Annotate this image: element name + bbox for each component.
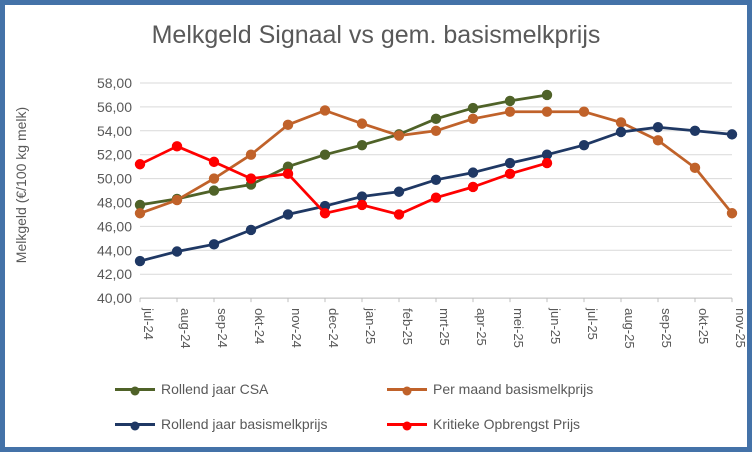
svg-text:dec-24: dec-24	[326, 308, 341, 348]
svg-text:okt-24: okt-24	[252, 308, 267, 344]
svg-text:aug-24: aug-24	[178, 308, 193, 348]
svg-text:jun-25: jun-25	[548, 307, 563, 344]
svg-text:mei-25: mei-25	[511, 308, 526, 348]
svg-text:aug-25: aug-25	[622, 308, 637, 348]
svg-text:sep-25: sep-25	[659, 308, 674, 348]
svg-text:jul-25: jul-25	[585, 307, 600, 340]
svg-text:42,00: 42,00	[97, 266, 132, 282]
svg-text:jul-24: jul-24	[141, 307, 156, 340]
svg-text:okt-25: okt-25	[696, 308, 711, 344]
svg-text:mrt-25: mrt-25	[437, 308, 452, 346]
svg-text:58,00: 58,00	[97, 75, 132, 91]
svg-text:48,00: 48,00	[97, 195, 132, 211]
svg-text:50,00: 50,00	[97, 171, 132, 187]
svg-text:sep-24: sep-24	[215, 308, 230, 348]
svg-text:40,00: 40,00	[97, 290, 132, 306]
svg-text:44,00: 44,00	[97, 242, 132, 258]
svg-text:apr-25: apr-25	[474, 308, 489, 346]
svg-text:46,00: 46,00	[97, 218, 132, 234]
svg-text:nov-25: nov-25	[733, 308, 748, 348]
svg-text:56,00: 56,00	[97, 99, 132, 115]
svg-text:nov-24: nov-24	[289, 308, 304, 348]
svg-text:52,00: 52,00	[97, 147, 132, 163]
svg-text:54,00: 54,00	[97, 123, 132, 139]
svg-text:jan-25: jan-25	[363, 307, 378, 344]
svg-text:feb-25: feb-25	[400, 308, 415, 345]
